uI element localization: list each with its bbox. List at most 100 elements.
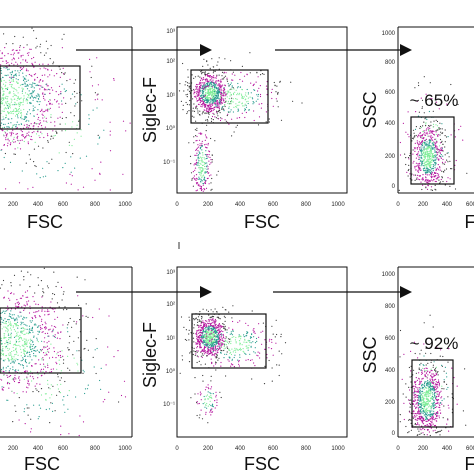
event-point — [195, 148, 198, 150]
event-point — [207, 334, 209, 336]
event-point — [1, 343, 3, 345]
event-point — [201, 337, 203, 340]
event-point — [15, 95, 17, 97]
event-point — [22, 66, 25, 68]
event-point — [439, 167, 441, 169]
event-point — [32, 341, 34, 343]
event-point — [202, 190, 204, 192]
event-point — [228, 360, 230, 362]
event-point — [435, 154, 437, 156]
event-point — [199, 97, 201, 100]
event-point — [26, 386, 28, 388]
event-point — [38, 116, 40, 119]
event-point — [200, 324, 202, 326]
event-point — [200, 185, 203, 188]
event-point — [33, 148, 36, 150]
event-point — [245, 111, 247, 114]
event-point — [236, 124, 238, 126]
event-point — [7, 142, 9, 144]
event-point — [264, 339, 266, 341]
event-point — [12, 78, 14, 80]
event-point — [200, 178, 202, 180]
event-point — [14, 405, 16, 407]
event-point — [220, 88, 222, 90]
event-point — [14, 124, 16, 126]
event-point — [435, 131, 437, 133]
event-point — [8, 79, 10, 81]
event-point — [194, 129, 196, 131]
event-point — [252, 329, 254, 331]
event-point — [19, 45, 21, 47]
event-point — [425, 167, 427, 169]
event-point — [202, 331, 204, 333]
event-point — [194, 169, 196, 171]
event-point — [208, 175, 211, 177]
event-point — [417, 151, 420, 153]
x-axis-title: FSC — [24, 454, 60, 474]
event-point — [30, 86, 32, 88]
event-point — [242, 95, 244, 98]
event-point — [23, 330, 25, 332]
event-point — [433, 157, 435, 159]
event-point — [55, 130, 57, 132]
event-point — [195, 149, 197, 151]
event-point — [428, 143, 430, 145]
event-point — [10, 110, 12, 113]
event-point — [15, 81, 18, 83]
event-point — [193, 91, 195, 94]
event-point — [231, 135, 233, 137]
event-point — [438, 151, 440, 153]
event-point — [14, 73, 16, 76]
event-point — [33, 336, 35, 338]
event-point — [223, 110, 225, 112]
event-point — [413, 160, 415, 162]
x-tick-label: 200 — [8, 446, 19, 452]
event-point — [201, 73, 203, 75]
event-point — [200, 181, 202, 183]
event-point — [215, 357, 217, 359]
event-point — [435, 142, 437, 144]
event-point — [206, 343, 208, 345]
gate-arrow — [76, 44, 212, 56]
event-point — [418, 164, 420, 166]
event-point — [197, 336, 199, 338]
event-point — [435, 138, 437, 140]
event-point — [192, 98, 194, 100]
event-point — [109, 189, 111, 191]
event-point — [63, 33, 65, 36]
event-point — [212, 89, 214, 91]
event-point — [4, 312, 6, 314]
event-point — [42, 114, 44, 116]
event-point — [427, 381, 429, 383]
event-point — [239, 356, 241, 358]
event-point — [10, 334, 12, 336]
event-point — [208, 314, 210, 316]
event-point — [271, 380, 273, 382]
event-point — [32, 108, 35, 110]
event-point — [245, 359, 247, 361]
event-point — [13, 314, 15, 316]
event-point — [195, 163, 197, 165]
event-point — [231, 336, 233, 338]
event-point — [29, 96, 31, 98]
event-point — [65, 90, 67, 92]
event-point — [211, 188, 213, 190]
event-point — [42, 86, 44, 88]
event-point — [209, 103, 211, 105]
event-point — [2, 321, 4, 323]
arrow-head-icon — [200, 44, 212, 56]
event-point — [194, 76, 197, 78]
event-point — [78, 350, 80, 352]
event-point — [211, 408, 213, 410]
event-point — [219, 101, 221, 103]
event-point — [39, 122, 42, 124]
event-point — [202, 341, 204, 343]
event-point — [212, 331, 215, 333]
event-point — [240, 338, 242, 340]
event-point — [422, 416, 424, 418]
event-point — [198, 132, 200, 134]
event-point — [3, 374, 5, 376]
event-point — [433, 168, 435, 170]
event-point — [246, 88, 248, 91]
event-point — [212, 79, 214, 81]
